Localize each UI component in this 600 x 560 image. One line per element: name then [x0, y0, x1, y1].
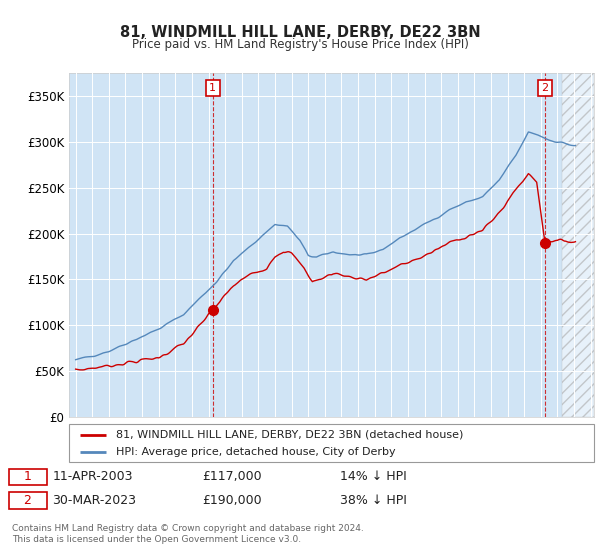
Text: £190,000: £190,000: [202, 494, 262, 507]
Text: This data is licensed under the Open Government Licence v3.0.: This data is licensed under the Open Gov…: [12, 534, 301, 544]
FancyBboxPatch shape: [9, 469, 47, 485]
Text: 1: 1: [209, 83, 216, 93]
Text: Contains HM Land Registry data © Crown copyright and database right 2024.: Contains HM Land Registry data © Crown c…: [12, 524, 364, 533]
Text: £117,000: £117,000: [202, 470, 262, 483]
Text: 81, WINDMILL HILL LANE, DERBY, DE22 3BN (detached house): 81, WINDMILL HILL LANE, DERBY, DE22 3BN …: [116, 430, 464, 440]
Text: 38% ↓ HPI: 38% ↓ HPI: [340, 494, 407, 507]
Text: 2: 2: [541, 83, 548, 93]
Text: HPI: Average price, detached house, City of Derby: HPI: Average price, detached house, City…: [116, 447, 396, 458]
FancyBboxPatch shape: [9, 492, 47, 508]
Text: 1: 1: [23, 470, 31, 483]
Text: 2: 2: [23, 494, 31, 507]
FancyBboxPatch shape: [69, 424, 594, 462]
Text: 11-APR-2003: 11-APR-2003: [52, 470, 133, 483]
Text: 30-MAR-2023: 30-MAR-2023: [52, 494, 136, 507]
Text: 81, WINDMILL HILL LANE, DERBY, DE22 3BN: 81, WINDMILL HILL LANE, DERBY, DE22 3BN: [119, 25, 481, 40]
Text: Price paid vs. HM Land Registry's House Price Index (HPI): Price paid vs. HM Land Registry's House …: [131, 38, 469, 51]
Text: 14% ↓ HPI: 14% ↓ HPI: [340, 470, 407, 483]
